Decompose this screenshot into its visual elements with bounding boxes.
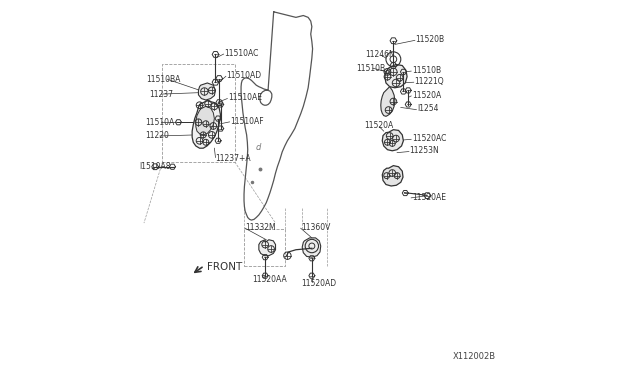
Text: 11253N: 11253N xyxy=(410,146,440,155)
Text: 11510AE: 11510AE xyxy=(228,93,262,102)
Text: 11360V: 11360V xyxy=(301,223,330,232)
Text: 11520A: 11520A xyxy=(364,122,393,131)
Text: 11221Q: 11221Q xyxy=(415,77,444,86)
Text: 11246N: 11246N xyxy=(365,50,395,59)
Polygon shape xyxy=(302,238,321,257)
Polygon shape xyxy=(259,240,276,256)
Polygon shape xyxy=(381,87,395,116)
Text: 11510AF: 11510AF xyxy=(230,117,264,126)
Polygon shape xyxy=(198,83,216,100)
Text: I1510A8: I1510A8 xyxy=(139,162,171,171)
Polygon shape xyxy=(192,101,221,148)
Text: 11510B: 11510B xyxy=(412,66,441,75)
Text: 11510BA: 11510BA xyxy=(147,75,181,84)
Text: FRONT: FRONT xyxy=(207,262,242,272)
Text: 11520B: 11520B xyxy=(415,35,445,44)
Text: 11520AA: 11520AA xyxy=(253,275,287,284)
Text: 11510B: 11510B xyxy=(356,64,385,73)
Polygon shape xyxy=(382,166,403,186)
Text: 11520AD: 11520AD xyxy=(301,279,336,288)
Text: 11520A: 11520A xyxy=(412,91,441,100)
Text: 11510AD: 11510AD xyxy=(227,71,262,80)
Polygon shape xyxy=(385,64,407,88)
Text: 11520AC: 11520AC xyxy=(412,134,446,143)
Text: I1254: I1254 xyxy=(417,105,438,113)
Polygon shape xyxy=(382,130,403,151)
Text: 11510AC: 11510AC xyxy=(225,49,259,58)
Text: 11220: 11220 xyxy=(145,131,169,141)
Polygon shape xyxy=(196,106,214,135)
Text: X112002B: X112002B xyxy=(453,352,496,361)
Text: 11237+A: 11237+A xyxy=(216,154,251,163)
Text: 11520AE: 11520AE xyxy=(412,193,446,202)
Text: d: d xyxy=(255,142,260,151)
Text: 11332M: 11332M xyxy=(245,223,276,232)
Text: 11237: 11237 xyxy=(148,90,173,99)
Text: 11510A: 11510A xyxy=(145,118,174,127)
